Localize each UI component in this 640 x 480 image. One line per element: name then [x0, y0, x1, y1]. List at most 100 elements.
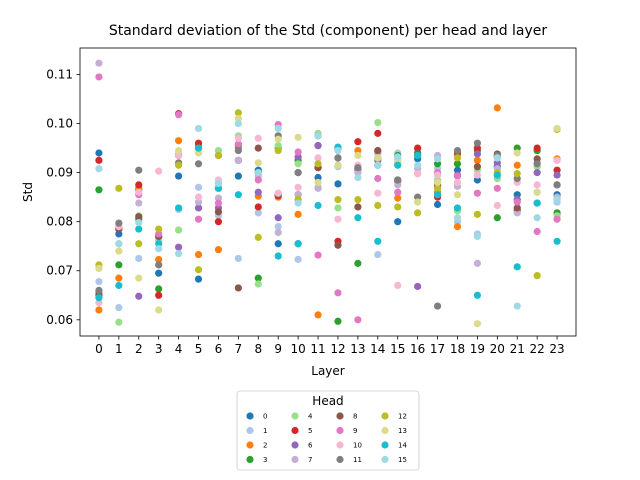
x-tick-label: 4	[175, 342, 183, 356]
data-point	[135, 240, 143, 248]
data-point	[155, 167, 163, 175]
data-point	[135, 292, 143, 300]
data-point	[274, 135, 282, 143]
data-point	[234, 109, 242, 117]
y-tick-label: 0.08	[46, 215, 73, 229]
data-point	[274, 189, 282, 197]
legend-marker	[291, 441, 299, 449]
data-point	[433, 178, 442, 187]
x-tick-label: 16	[410, 342, 425, 356]
data-point	[95, 294, 103, 302]
data-point	[115, 184, 123, 192]
legend-label: 0	[263, 413, 267, 421]
data-point	[254, 144, 262, 152]
data-point	[194, 160, 203, 168]
data-point	[473, 163, 481, 171]
data-point	[493, 184, 501, 192]
data-point	[513, 263, 521, 271]
data-point	[175, 111, 183, 119]
data-point	[433, 155, 442, 163]
y-tick-label: 0.06	[46, 313, 73, 327]
data-point	[513, 149, 521, 157]
data-point	[274, 222, 282, 231]
data-point	[334, 241, 342, 249]
data-point	[175, 161, 183, 169]
data-point	[95, 59, 103, 67]
data-point	[254, 280, 262, 288]
data-point	[394, 161, 402, 169]
data-point	[354, 203, 362, 211]
data-point	[354, 173, 362, 182]
legend-marker	[336, 455, 344, 464]
data-point	[354, 164, 362, 172]
data-point	[553, 196, 561, 204]
legend-label: 5	[308, 427, 312, 435]
data-point	[274, 214, 282, 222]
data-point	[234, 172, 242, 180]
data-point	[433, 302, 442, 310]
x-axis-ticks: 0 1 2 3 4 5 6 7 8 9 10 11 12 13 14 15 16 17 18 19 20 21 22 23	[95, 336, 565, 356]
data-point	[354, 138, 362, 146]
data-point	[294, 199, 302, 207]
data-point	[334, 180, 342, 188]
legend-label: 6	[308, 442, 313, 450]
data-point	[214, 208, 223, 216]
data-point	[234, 284, 242, 292]
data-point	[254, 176, 262, 184]
data-point	[234, 156, 242, 164]
data-point	[294, 160, 302, 168]
x-tick-label: 17	[430, 342, 445, 356]
data-point	[95, 264, 103, 272]
x-tick-label: 13	[350, 342, 365, 356]
data-point	[374, 250, 382, 259]
data-point	[473, 291, 481, 299]
data-point	[135, 254, 143, 263]
data-point	[135, 213, 143, 221]
data-point	[513, 198, 521, 206]
data-point	[334, 154, 342, 162]
data-point	[533, 272, 541, 280]
data-point	[453, 172, 462, 180]
legend-label: 4	[308, 413, 313, 421]
data-point	[135, 199, 143, 207]
data-point	[294, 169, 302, 177]
data-point	[513, 204, 521, 212]
data-point	[95, 306, 103, 314]
data-point	[533, 199, 541, 207]
data-point	[175, 172, 183, 180]
data-point	[254, 169, 262, 177]
data-point	[254, 274, 262, 282]
data-point	[553, 181, 561, 189]
data-point	[553, 215, 561, 223]
x-tick-label: 2	[135, 342, 143, 356]
data-point	[115, 261, 123, 269]
data-point	[175, 243, 183, 251]
data-point	[433, 191, 442, 199]
legend-marker	[291, 455, 299, 464]
data-point	[394, 188, 402, 196]
data-point	[354, 196, 362, 204]
data-point	[314, 311, 322, 319]
plot-area	[80, 48, 576, 336]
data-point	[453, 191, 462, 199]
data-point	[135, 181, 143, 189]
data-point	[334, 289, 342, 297]
x-tick-label: 6	[215, 342, 223, 356]
data-point	[95, 186, 103, 194]
data-point	[135, 219, 143, 227]
legend-label: 2	[263, 442, 267, 450]
data-point	[394, 281, 402, 290]
data-point	[374, 129, 382, 137]
data-point	[473, 232, 481, 240]
data-point	[175, 137, 183, 145]
data-point	[513, 170, 521, 178]
data-point	[374, 189, 382, 197]
legend-marker	[381, 455, 389, 464]
data-point	[394, 153, 402, 161]
data-point	[533, 160, 541, 168]
data-point	[254, 209, 262, 217]
x-tick-label: 21	[510, 342, 525, 356]
x-tick-label: 22	[530, 342, 545, 356]
